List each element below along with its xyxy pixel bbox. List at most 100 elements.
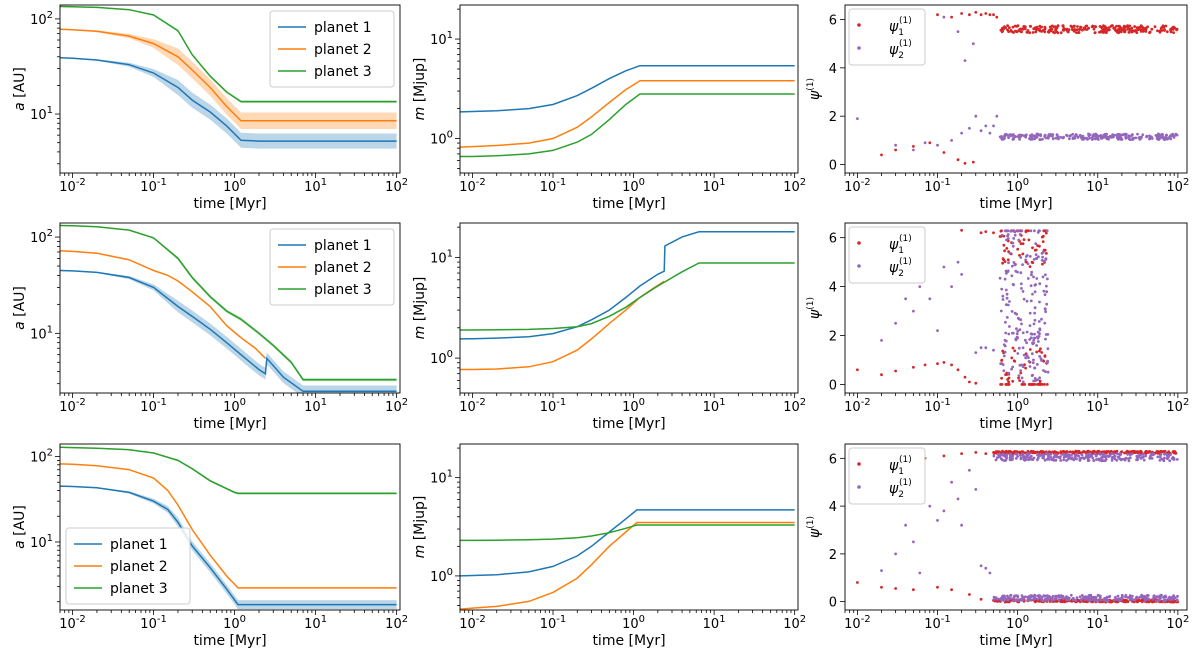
scatter-point [1029, 24, 1032, 28]
scatter-point [1130, 26, 1134, 30]
scatter-point [1013, 349, 1017, 353]
scatter-point [1130, 133, 1134, 137]
scatter-point [1038, 355, 1042, 358]
legend: planet 1 planet 2 planet 3 [65, 527, 191, 605]
axes-frame [59, 4, 401, 174]
scatter-point [856, 368, 859, 372]
scatter-point [1012, 359, 1016, 363]
scatter-point [1151, 597, 1155, 601]
scatter-point [1070, 25, 1074, 29]
tick-label: 101 [304, 177, 327, 195]
scatter-point [950, 363, 953, 367]
scatter-point [1033, 26, 1037, 30]
scatter-point [984, 346, 988, 350]
scatter-point [1138, 25, 1142, 29]
scatter-point [992, 348, 995, 352]
scatter-point [1006, 229, 1010, 233]
scatter-point [1047, 598, 1051, 601]
scatter-point [1011, 244, 1015, 248]
scatter-point [1032, 379, 1035, 383]
scatter-point [1159, 134, 1163, 138]
scatter-point [1070, 28, 1074, 31]
panel-r2c2: 10-2 10-1 100 101 102 100 101 time [Myr] m [Mjup… [412, 222, 806, 432]
scatter-point [1080, 28, 1084, 32]
scatter-point [1124, 132, 1128, 136]
legend-label: planet 1 [314, 238, 372, 254]
scatter-point [1046, 457, 1050, 460]
scatter-point [1153, 25, 1157, 29]
y-axis-label: a [AU] [12, 286, 28, 330]
scatter-point [1019, 282, 1023, 286]
scatter-point [1107, 137, 1110, 141]
scatter-point [1044, 310, 1047, 314]
scatter-point [1088, 136, 1091, 140]
scatter-point [1037, 340, 1040, 343]
tick-label: 100 [430, 349, 453, 367]
scatter-point [894, 143, 897, 147]
legend-label: planet 3 [314, 282, 372, 298]
scatter-point [1000, 376, 1003, 380]
scatter-point [1099, 458, 1103, 461]
scatter-point [1067, 28, 1071, 32]
scatter-point [1074, 452, 1078, 456]
scatter-point [1001, 363, 1005, 366]
plot-area [60, 5, 397, 149]
scatter-point [1008, 251, 1012, 255]
scatter-point [1121, 594, 1124, 598]
tick-label: 102 [30, 228, 53, 246]
scatter-point [1001, 298, 1005, 301]
scatter-point [1126, 25, 1130, 29]
scatter-point [1144, 454, 1148, 458]
tick-label: 102 [1166, 614, 1189, 632]
scatter-point [1038, 28, 1041, 32]
axes-frame [459, 443, 799, 611]
scatter-point [1156, 29, 1159, 33]
scatter-point [1035, 256, 1038, 260]
scatter-point [856, 117, 859, 120]
scatter-point [1038, 596, 1041, 600]
scatter-point [1027, 360, 1031, 363]
scatter-point [960, 523, 963, 527]
scatter-point [1016, 24, 1020, 28]
tick-label: 10-2 [59, 177, 86, 195]
tick-label: 10-1 [924, 614, 951, 632]
scatter-point [1016, 455, 1019, 458]
scatter-point [992, 452, 996, 455]
scatter-point [1006, 24, 1009, 27]
series-line [60, 28, 397, 122]
scatter-point [1059, 455, 1062, 458]
scatter-point [988, 13, 992, 17]
tick-label: 102 [783, 397, 806, 415]
scatter-point [1025, 330, 1029, 334]
scatter-point [1128, 450, 1131, 454]
scatter-point [1073, 28, 1077, 32]
scatter-point [1127, 457, 1130, 461]
scatter-point [1128, 598, 1132, 602]
scatter-point [1000, 135, 1003, 138]
scatter-point [1119, 30, 1123, 34]
scatter-point [960, 12, 963, 15]
scatter-point [1071, 132, 1075, 136]
scatter-point [1031, 342, 1035, 346]
scatter-point [1014, 30, 1018, 33]
scatter-point [1016, 352, 1020, 355]
scatter-point [1054, 28, 1058, 31]
scatter-point [1102, 25, 1106, 28]
uncertainty-band [60, 57, 397, 149]
scatter-point [1039, 357, 1043, 360]
scatter-point [1033, 318, 1037, 322]
legend-label: planet 1 [110, 537, 168, 553]
scatter-point [1138, 137, 1142, 141]
scatter-point [1013, 450, 1016, 454]
scatter-point [1007, 261, 1010, 265]
scatter-point [1022, 238, 1026, 242]
scatter-point [1169, 27, 1173, 31]
scatter-point [979, 564, 983, 568]
scatter-point [1001, 349, 1005, 353]
scatter-point [1070, 453, 1073, 457]
scatter-point [1004, 373, 1007, 376]
scatter-point [1148, 31, 1151, 35]
legend-label: ψ2(1) [889, 478, 912, 500]
legend-marker [857, 462, 861, 466]
scatter-point [1088, 452, 1092, 455]
